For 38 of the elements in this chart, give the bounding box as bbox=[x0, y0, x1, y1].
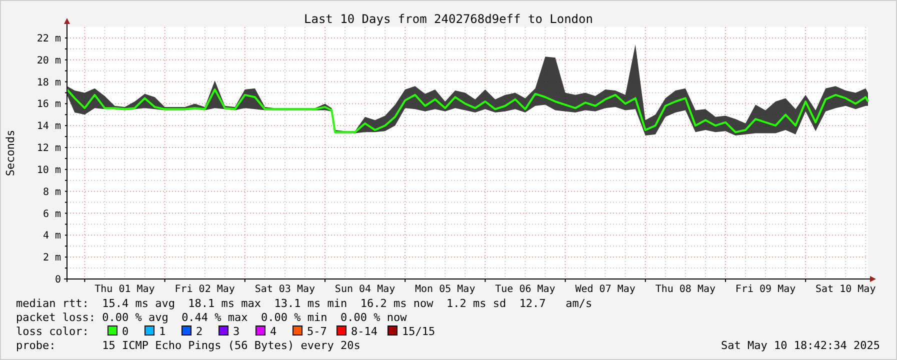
legend-label: 4 bbox=[270, 325, 277, 338]
y-tick-label: 2 m bbox=[42, 252, 61, 264]
y-tick-label: 18 m bbox=[36, 77, 61, 88]
legend-label: 1 bbox=[159, 325, 166, 338]
x-tick-label: Fri 09 May bbox=[735, 284, 796, 295]
text: median rtt: 15.4 ms avg 18.1 ms max 13.1 ms min 16.2 ms now 1.2 ms sd 12.7 am/s bbox=[16, 297, 592, 310]
y-axis-title: Seconds bbox=[4, 130, 17, 176]
x-tick-label: Sun 04 May bbox=[334, 284, 396, 295]
legend-label: 15/15 bbox=[402, 325, 436, 338]
x-tick-label: Wed 07 May bbox=[575, 284, 636, 295]
legend-title: loss color: bbox=[16, 325, 89, 338]
y-tick-label: 8 m bbox=[42, 186, 61, 198]
x-tick-label: Thu 08 May bbox=[655, 284, 716, 295]
x-tick-label: Mon 05 May bbox=[415, 284, 476, 295]
y-tick-label: 16 m bbox=[36, 99, 61, 110]
line-series bbox=[66, 88, 869, 134]
chart-title: Last 10 Days from 2402768d9eff to London bbox=[304, 12, 593, 26]
x-tick-label: Sat 10 May bbox=[816, 284, 876, 295]
legend-label: 8-14 bbox=[351, 325, 378, 338]
legend-label: 0 bbox=[122, 325, 129, 338]
legend-label: 3 bbox=[233, 325, 240, 338]
text: packet loss: 0.00 % avg 0.44 % max 0.00 % min 0.00 % now bbox=[16, 311, 408, 324]
y-tick-label: 20 m bbox=[36, 55, 61, 66]
x-tick-label: Thu 01 May bbox=[94, 284, 155, 295]
x-tick-label: Tue 06 May bbox=[495, 284, 556, 295]
legend-label: 5-7 bbox=[307, 325, 327, 338]
y-tick-label: 12 m bbox=[36, 143, 61, 154]
text: Sat May 10 18:42:34 2025 bbox=[721, 339, 880, 352]
y-tick-label: 14 m bbox=[36, 121, 61, 132]
x-tick-label: Fri 02 May bbox=[174, 284, 235, 295]
y-tick-label: 6 m bbox=[42, 208, 61, 220]
y-tick-label: 22 m bbox=[36, 33, 61, 44]
legend-label: 2 bbox=[196, 325, 203, 338]
text: probe: 15 ICMP Echo Pings (56 Bytes) every 20s bbox=[16, 339, 360, 352]
y-tick-label: 4 m bbox=[42, 230, 61, 242]
y-tick-label: 10 m bbox=[36, 164, 61, 176]
y-tick-label: 0 bbox=[54, 274, 61, 286]
x-tick-label: Sat 03 May bbox=[254, 284, 316, 295]
